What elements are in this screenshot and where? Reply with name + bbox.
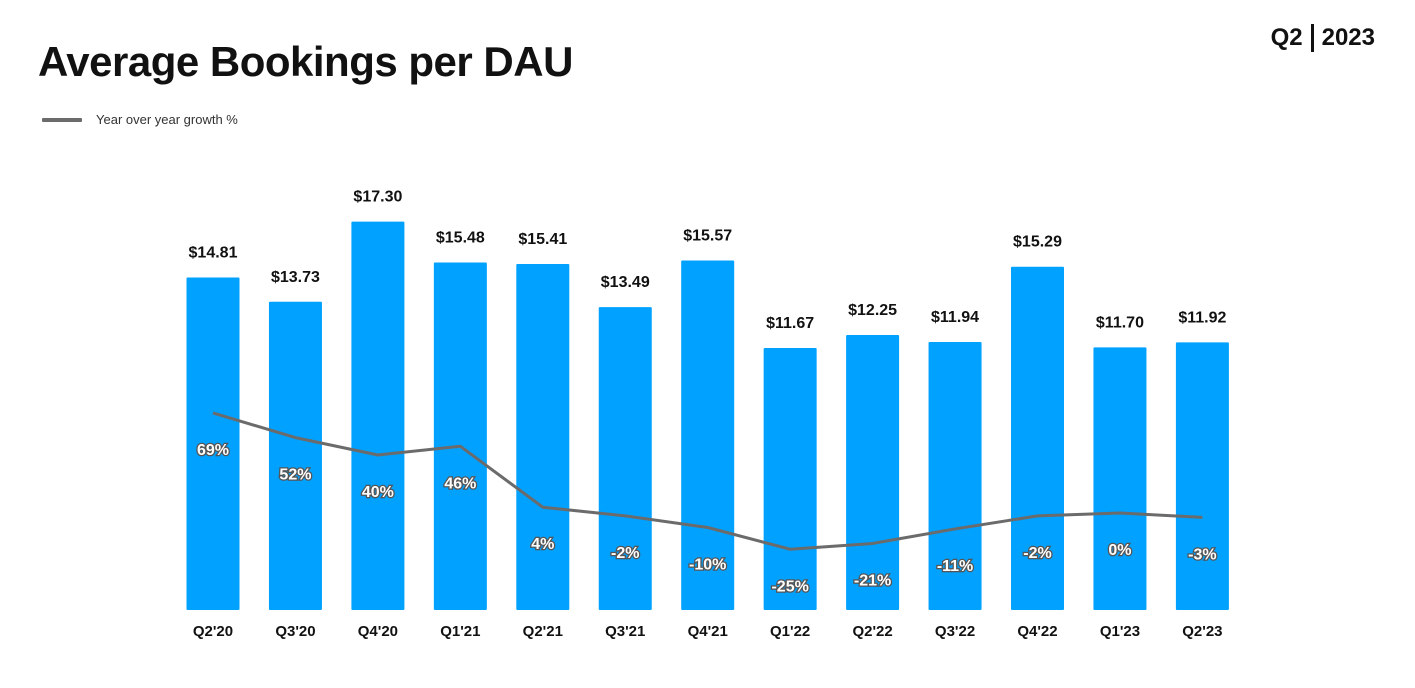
bar bbox=[268, 301, 322, 610]
growth-line-layer bbox=[212, 411, 1203, 551]
category-label: Q3'22 bbox=[935, 623, 975, 640]
bar bbox=[928, 341, 982, 610]
category-label: Q2'21 bbox=[523, 623, 563, 640]
bar bbox=[516, 264, 570, 610]
category-label: Q2'23 bbox=[1182, 623, 1222, 640]
legend-line-swatch bbox=[42, 117, 82, 122]
category-label: Q1'21 bbox=[440, 623, 480, 640]
growth-label: -3% bbox=[1188, 546, 1216, 563]
bar bbox=[846, 334, 900, 610]
category-label: Q3'21 bbox=[605, 623, 645, 640]
growth-label: 40% bbox=[362, 484, 394, 501]
category-label: Q3'20 bbox=[275, 623, 315, 640]
bar-value-label: $15.29 bbox=[1013, 234, 1062, 251]
bar bbox=[186, 277, 240, 610]
bar-value-label: $11.94 bbox=[931, 309, 979, 326]
bar bbox=[351, 221, 405, 611]
bars-layer bbox=[186, 221, 1229, 611]
category-label: Q4'22 bbox=[1017, 623, 1057, 640]
period-year: 2023 bbox=[1321, 24, 1375, 51]
bar-value-label: $11.92 bbox=[1178, 309, 1226, 326]
growth-label: -2% bbox=[611, 545, 639, 562]
growth-label: -21% bbox=[854, 572, 891, 589]
period-indicator: Q2 2023 bbox=[1271, 24, 1375, 52]
growth-label: -2% bbox=[1023, 545, 1051, 562]
bar-value-label: $11.70 bbox=[1096, 314, 1144, 331]
category-label: Q1'22 bbox=[770, 623, 810, 640]
bar bbox=[1093, 347, 1147, 610]
growth-label: 4% bbox=[531, 536, 554, 553]
growth-label: 69% bbox=[197, 442, 229, 459]
bar-value-label: $15.48 bbox=[436, 229, 485, 246]
labels-layer: $14.81 Q2'20 $13.73 Q3'20 $17.30 Q4'20 $15.48 Q… bbox=[189, 189, 1227, 640]
growth-line bbox=[212, 411, 1203, 551]
chart-legend: Year over year growth % bbox=[42, 112, 238, 127]
growth-label: 46% bbox=[444, 475, 476, 492]
bar-value-label: $13.49 bbox=[601, 274, 650, 291]
bar-value-label: $15.41 bbox=[518, 231, 567, 248]
period-separator bbox=[1310, 24, 1314, 52]
legend-line-label: Year over year growth % bbox=[96, 112, 238, 127]
bar bbox=[681, 260, 735, 610]
category-label: Q4'20 bbox=[358, 623, 398, 640]
bar bbox=[1175, 342, 1229, 610]
period-quarter: Q2 bbox=[1270, 24, 1303, 51]
category-label: Q2'20 bbox=[193, 623, 233, 640]
bar-value-label: $12.25 bbox=[848, 302, 897, 319]
growth-label: -10% bbox=[689, 557, 726, 574]
bar-value-label: $11.67 bbox=[766, 315, 814, 332]
bar-value-label: $15.57 bbox=[683, 227, 732, 244]
growth-label: 0% bbox=[1108, 542, 1131, 559]
bar bbox=[598, 307, 652, 610]
bar-value-label: $14.81 bbox=[189, 245, 238, 262]
growth-label: -25% bbox=[771, 578, 808, 595]
growth-label: 52% bbox=[279, 467, 311, 484]
bar bbox=[433, 262, 487, 610]
bar bbox=[763, 348, 817, 610]
category-label: Q1'23 bbox=[1100, 623, 1140, 640]
category-label: Q4'21 bbox=[688, 623, 728, 640]
bar-value-label: $13.73 bbox=[271, 269, 320, 286]
bar bbox=[1011, 266, 1064, 610]
category-label: Q2'22 bbox=[852, 623, 892, 640]
page-title: Average Bookings per DAU bbox=[38, 38, 573, 85]
bar-value-label: $17.30 bbox=[353, 189, 402, 206]
growth-label: -11% bbox=[937, 558, 973, 575]
